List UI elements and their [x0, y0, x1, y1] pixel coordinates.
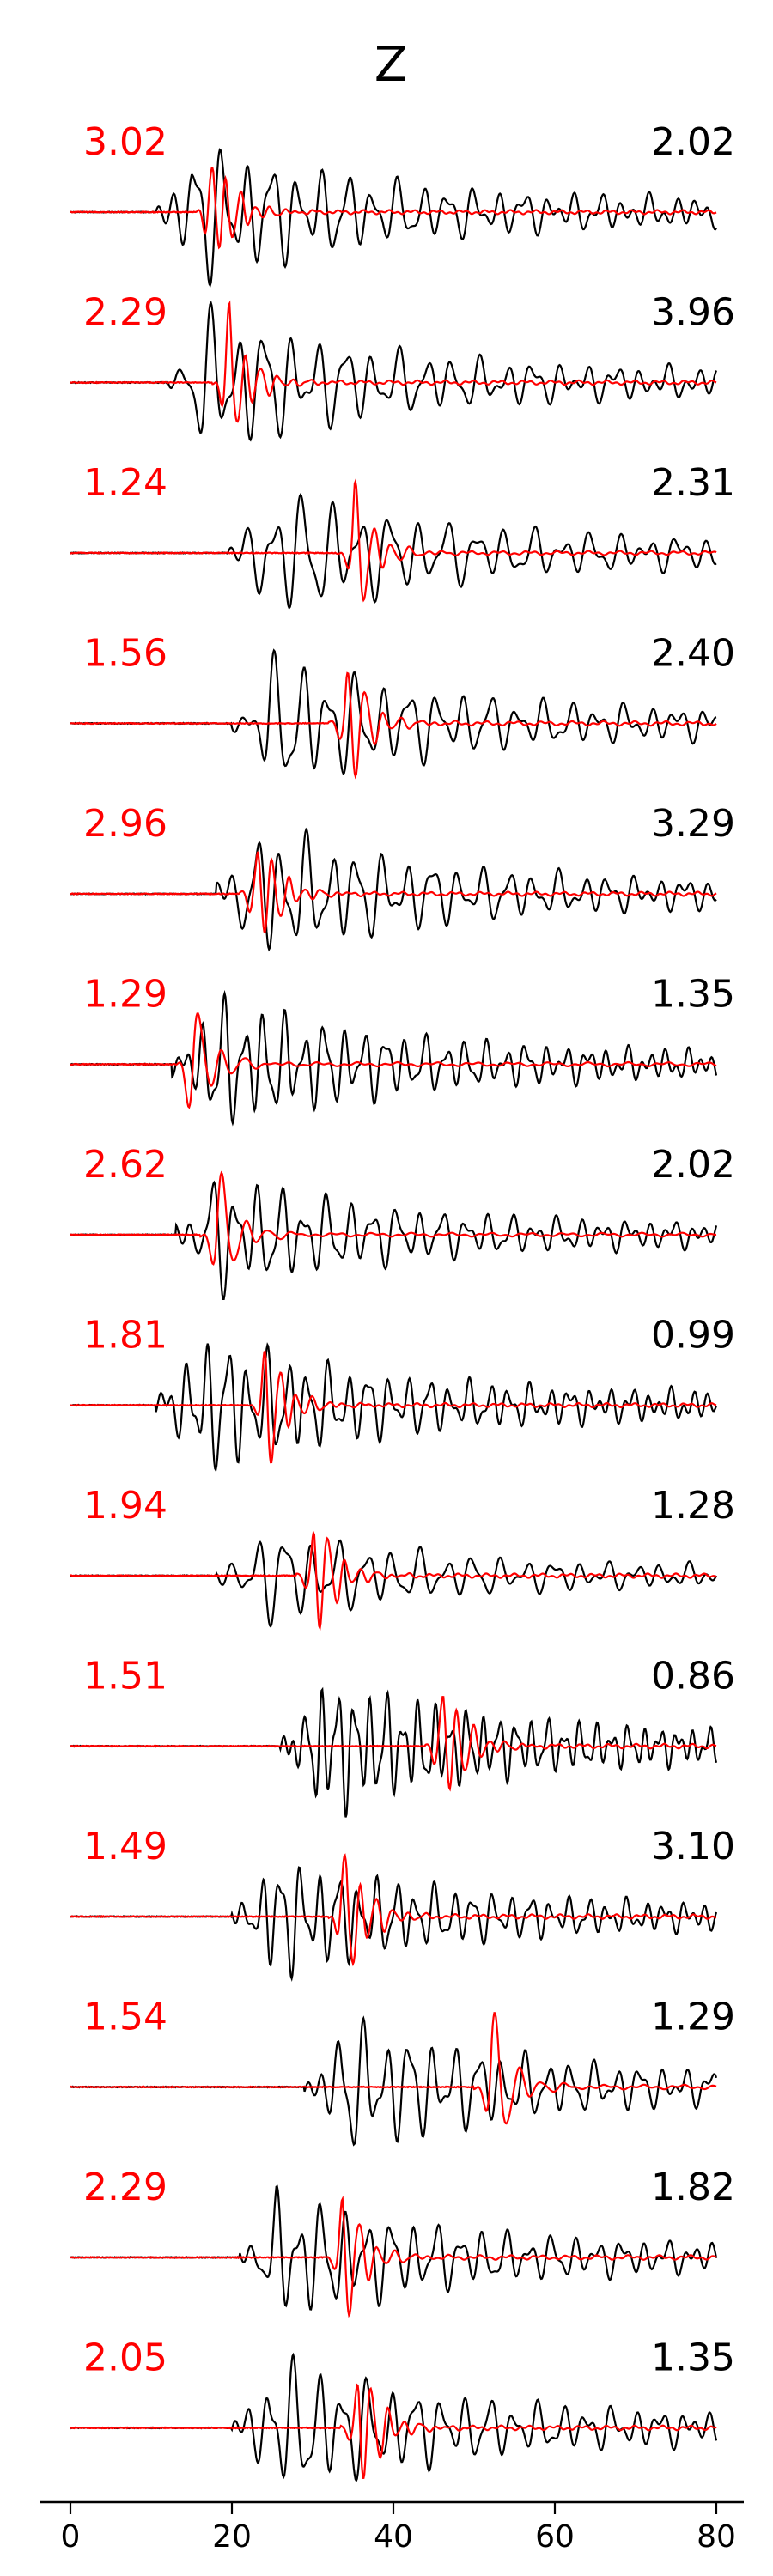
black-trace-line: [70, 1866, 718, 1982]
black-trace-line: [70, 1686, 718, 1818]
black-amplitude-label: 2.40: [651, 632, 735, 676]
black-trace-line: [70, 1539, 718, 1628]
red-amplitude-label: 1.51: [83, 1655, 167, 1698]
x-tick-label: 40: [374, 2519, 413, 2555]
red-trace-line: [70, 477, 717, 603]
trace-row: 1.81 0.99: [70, 1314, 735, 1473]
black-amplitude-label: 1.35: [651, 973, 735, 1017]
black-amplitude-label: 3.29: [651, 802, 735, 846]
x-tick-label: 80: [697, 2519, 736, 2555]
red-trace-line: [70, 1529, 717, 1631]
black-amplitude-label: 1.82: [651, 2166, 735, 2209]
red-amplitude-label: 2.96: [83, 802, 167, 846]
traces-layer: 3.02 2.02 2.29 3.96 1.24 2.31 1.56 2.40 2.96 3.29…: [70, 120, 735, 2483]
red-trace-line: [70, 2383, 717, 2480]
red-amplitude-label: 2.62: [83, 1143, 167, 1187]
red-trace-line: [70, 167, 717, 250]
black-amplitude-label: 2.02: [651, 120, 735, 164]
red-trace-line: [70, 1696, 717, 1792]
black-amplitude-label: 1.28: [651, 1484, 735, 1528]
red-trace-line: [70, 1012, 717, 1109]
trace-row: 2.62 2.02: [70, 1143, 735, 1300]
trace-row: 2.29 1.82: [70, 2166, 735, 2318]
black-amplitude-label: 1.35: [651, 2336, 735, 2380]
black-amplitude-label: 0.99: [651, 1314, 735, 1358]
red-amplitude-label: 1.24: [83, 461, 167, 505]
trace-row: 1.49 3.10: [70, 1825, 735, 1982]
red-amplitude-label: 2.05: [83, 2336, 167, 2380]
black-amplitude-label: 2.31: [651, 461, 735, 505]
black-amplitude-label: 3.96: [651, 291, 735, 335]
red-trace-line: [70, 1853, 716, 1967]
black-amplitude-label: 3.10: [651, 1825, 735, 1868]
red-amplitude-label: 1.94: [83, 1484, 167, 1528]
red-amplitude-label: 1.29: [83, 973, 167, 1017]
chart-title: Z: [374, 37, 407, 93]
black-amplitude-label: 0.86: [651, 1655, 735, 1698]
trace-row: 1.24 2.31: [70, 461, 735, 611]
red-amplitude-label: 2.29: [83, 291, 167, 335]
trace-row: 2.05 1.35: [70, 2336, 735, 2483]
red-amplitude-label: 1.56: [83, 632, 167, 676]
red-trace-line: [70, 300, 717, 423]
red-trace-line: [70, 1170, 717, 1266]
red-trace-line: [70, 1350, 717, 1464]
black-amplitude-label: 1.29: [651, 1996, 735, 2039]
red-trace-line: [70, 671, 717, 780]
red-amplitude-label: 1.81: [83, 1314, 167, 1358]
trace-row: 1.54 1.29: [70, 1996, 735, 2147]
trace-row: 1.94 1.28: [70, 1484, 735, 1631]
trace-row: 3.02 2.02: [70, 120, 735, 289]
trace-row: 1.56 2.40: [70, 632, 735, 780]
red-trace-line: [70, 2012, 717, 2125]
black-trace-line: [70, 148, 717, 289]
trace-row: 1.29 1.35: [70, 973, 735, 1127]
black-amplitude-label: 2.02: [651, 1143, 735, 1187]
red-amplitude-label: 2.29: [83, 2166, 167, 2209]
red-amplitude-label: 3.02: [83, 120, 167, 164]
trace-row: 2.29 3.96: [70, 291, 735, 442]
black-trace-line: [70, 827, 717, 952]
x-tick-label: 20: [212, 2519, 252, 2555]
trace-row: 2.96 3.29: [70, 802, 735, 952]
x-tick-label: 60: [535, 2519, 575, 2555]
red-amplitude-label: 1.54: [83, 1996, 167, 2039]
trace-row: 1.51 0.86: [70, 1655, 735, 1818]
red-trace-line: [70, 2195, 717, 2318]
red-amplitude-label: 1.49: [83, 1825, 167, 1868]
red-trace-line: [70, 851, 717, 933]
x-tick-label: 0: [61, 2519, 81, 2555]
black-trace-line: [70, 989, 718, 1127]
black-trace-line: [70, 1342, 718, 1473]
black-trace-line: [70, 1180, 718, 1300]
x-axis: 0 20 40 60 80: [40, 2500, 744, 2555]
